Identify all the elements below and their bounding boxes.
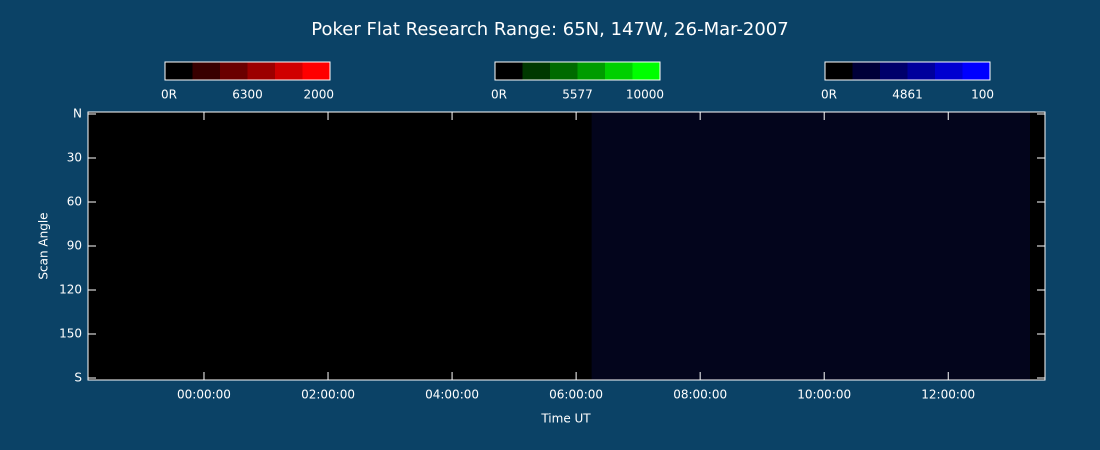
colorbar-swatch (275, 62, 303, 80)
x-tick-label: 12:00:00 (921, 388, 975, 402)
colorbar-swatch (825, 62, 853, 80)
colorbar-min-label: 0R (491, 88, 507, 102)
y-tick-label: S (74, 371, 82, 385)
colorbar-name: 4861 (892, 88, 923, 102)
colorbar-frame (494, 61, 661, 81)
colorbar-swatch (522, 62, 551, 80)
colorbar-swatch (962, 62, 991, 80)
colorbar-max-label: 2000 (303, 88, 334, 102)
colorbar-swatch (907, 62, 936, 80)
colorbar-swatch (632, 62, 661, 80)
x-axis-label: Time UT (540, 412, 591, 426)
x-tick-label: 08:00:00 (673, 388, 727, 402)
colorbar-name: 5577 (562, 88, 593, 102)
colorbar-swatch (852, 62, 881, 80)
colorbar-name: 6300 (232, 88, 263, 102)
x-tick-label: 06:00:00 (549, 388, 603, 402)
image-region (591, 112, 1030, 380)
colorbar-min-label: 0R (821, 88, 837, 102)
y-tick-label: 120 (59, 283, 82, 297)
colorbar-swatch (247, 62, 276, 80)
colorbar-swatch (192, 62, 221, 80)
colorbar-swatch (165, 62, 193, 80)
colorbar-swatch (495, 62, 523, 80)
colorbar-swatch (550, 62, 578, 80)
y-tick-label: N (73, 107, 82, 121)
x-tick-label: 10:00:00 (797, 388, 851, 402)
chart-title: Poker Flat Research Range: 65N, 147W, 26… (311, 19, 788, 40)
colorbar-swatch (935, 62, 963, 80)
colorbar-frame (164, 61, 331, 81)
colorbar-swatch (577, 62, 606, 80)
colorbar-frame (824, 61, 991, 81)
colorbar-swatch (605, 62, 633, 80)
colorbar-swatch (880, 62, 908, 80)
x-tick-label: 04:00:00 (425, 388, 479, 402)
colorbar-max-label: 100 (971, 88, 994, 102)
y-tick-label: 60 (67, 195, 82, 209)
x-tick-label: 00:00:00 (177, 388, 231, 402)
y-axis-label: Scan Angle (37, 212, 51, 279)
colorbar-max-label: 10000 (626, 88, 664, 102)
colorbar-swatch (302, 62, 331, 80)
colorbar-swatch (220, 62, 248, 80)
y-tick-label: 150 (59, 327, 82, 341)
y-tick-label: 30 (67, 151, 82, 165)
y-tick-label: 90 (67, 239, 82, 253)
colorbar-min-label: 0R (161, 88, 177, 102)
x-tick-label: 02:00:00 (301, 388, 355, 402)
